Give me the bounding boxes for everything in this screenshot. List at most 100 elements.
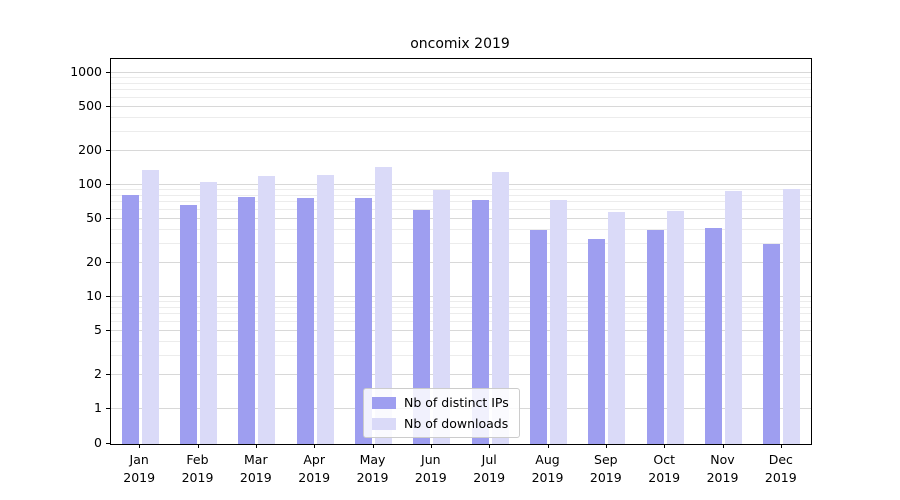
x-tick-label: Dec 2019 [764,452,797,485]
x-tick-label: Nov 2019 [706,452,739,485]
bar-downloads-apr [316,175,334,444]
gridline-minor [111,242,811,244]
y-tick-mark [106,374,110,376]
y-tick-mark [106,329,110,331]
gridline-minor [111,313,811,315]
y-tick-label: 10 [86,288,102,303]
gridline-minor [111,320,811,322]
bar-distinct-ips-may [355,198,372,444]
gridline-minor [111,89,811,91]
gridline-minor [111,82,811,84]
bar-downloads-may [375,166,392,444]
gridline-minor [111,116,811,118]
bar-distinct-ips-jan [121,194,139,444]
gridline-major [111,105,811,107]
legend-item-downloads: Nb of downloads [372,416,509,431]
legend-label-downloads: Nb of downloads [404,416,509,431]
gridline-minor [111,201,811,203]
legend-label-distinct-ips: Nb of distinct IPs [404,395,509,410]
gridline-minor [111,354,811,356]
bar-distinct-ips-jun [413,209,431,444]
x-tick-mark [372,444,374,448]
bar-distinct-ips-apr [296,197,314,444]
y-tick-label: 500 [78,97,102,113]
x-tick-label: Feb 2019 [181,452,214,485]
bar-downloads-oct [666,210,684,444]
bar-downloads-jul [491,172,509,444]
y-tick-label: 1000 [70,64,102,79]
gridline-major [111,72,811,73]
bar-downloads-mar [258,176,276,444]
x-tick-mark [197,444,199,448]
gridline-major [111,296,811,297]
gridline-major [111,150,811,152]
y-tick-mark [106,443,110,444]
x-tick-mark [605,444,607,448]
x-tick-mark [722,444,724,448]
x-tick-label: Jan 2019 [123,452,156,485]
y-tick-mark [106,105,110,107]
bar-downloads-aug [550,199,567,444]
bar-downloads-dec [783,189,801,444]
bar-distinct-ips-aug [530,229,547,444]
bar-distinct-ips-nov [705,228,722,444]
bar-downloads-jun [433,190,451,444]
y-tick-label: 20 [86,254,102,270]
bar-distinct-ips-dec [763,243,781,444]
gridline-minor [111,189,811,191]
gridline-major [111,262,811,264]
legend-item-distinct-ips: Nb of distinct IPs [372,395,509,410]
x-tick-mark [255,444,257,448]
y-tick-mark [106,184,110,185]
y-tick-mark [106,296,110,297]
bar-downloads-jan [141,170,159,444]
x-tick-mark [780,444,782,448]
bar-downloads-sep [608,211,626,444]
x-tick-mark [664,444,666,448]
plot-area: Nb of distinct IPs Nb of downloads [110,58,812,445]
x-tick-label: Aug 2019 [531,452,564,485]
gridlines-layer [111,59,811,444]
y-tick-label: 2 [94,366,102,382]
y-tick-label: 0 [94,435,102,450]
gridline-minor [111,340,811,342]
gridline-minor [111,301,811,303]
gridline-minor [111,194,811,196]
bar-distinct-ips-sep [588,238,606,444]
chart-title: oncomix 2019 [410,36,510,52]
bar-distinct-ips-oct [646,229,664,444]
y-tick-label: 50 [86,209,102,225]
x-tick-mark [547,444,549,448]
gridline-major [111,374,811,376]
x-tick-label: May 2019 [356,452,389,485]
gridline-minor [111,77,811,79]
y-tick-label: 100 [78,176,102,191]
gridline-minor [111,208,811,210]
y-tick-mark [106,217,110,219]
x-tick-label: Apr 2019 [298,452,331,485]
y-tick-label: 5 [94,321,102,337]
gridline-major [111,329,811,331]
bar-distinct-ips-feb [180,205,197,444]
legend: Nb of distinct IPs Nb of downloads [363,388,520,438]
y-tick-label: 1 [94,400,102,415]
gridline-minor [111,96,811,98]
y-tick-mark [106,72,110,73]
bar-downloads-feb [200,182,217,444]
x-tick-label: Jul 2019 [473,452,506,485]
gridline-major [111,217,811,219]
legend-swatch-downloads [372,417,396,430]
x-tick-label: Mar 2019 [239,452,272,485]
legend-swatch-distinct-ips [372,396,396,409]
y-tick-mark [106,408,110,409]
bar-distinct-ips-jul [471,199,489,444]
y-tick-mark [106,150,110,152]
gridline-major [111,184,811,185]
gridline-minor [111,306,811,308]
x-tick-label: Sep 2019 [589,452,622,485]
x-tick-mark [139,444,141,448]
x-tick-label: Jun 2019 [414,452,447,485]
bars-layer [111,59,811,444]
x-tick-mark [314,444,316,448]
